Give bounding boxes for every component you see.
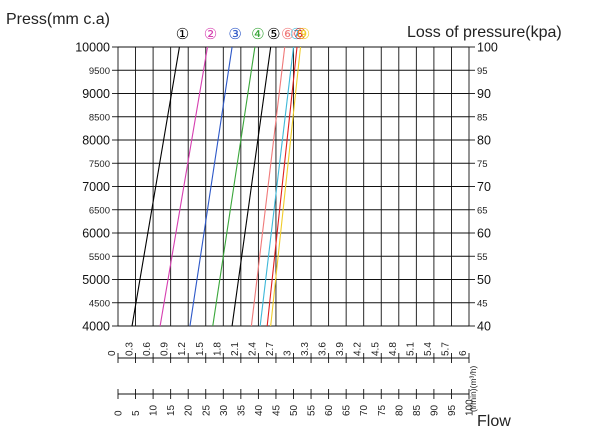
series-marker-label: ⑦ <box>290 25 303 43</box>
lower-flow-tick-label: 25 <box>201 404 212 416</box>
left-tick-label: 8000 <box>82 134 110 148</box>
lower-flow-tick-label: 50 <box>289 404 300 416</box>
lower-flow-tick-label: 40 <box>254 404 265 416</box>
upper-flow-tick-label: 0.6 <box>142 342 153 356</box>
lower-flow-tick-label: 45 <box>271 404 282 416</box>
upper-flow-tick-label: 1.2 <box>177 342 188 356</box>
left-tick-label: 8500 <box>89 112 110 123</box>
left-tick-label: 6500 <box>89 205 110 216</box>
series-marker-label: ④ <box>251 25 264 43</box>
upper-flow-tick-label: 4.8 <box>388 342 399 356</box>
upper-flow-tick-label: 1.5 <box>195 342 206 356</box>
left-tick-label: 6000 <box>82 227 110 241</box>
series-marker-label: ① <box>176 25 189 43</box>
series-line <box>231 46 272 327</box>
left-tick-label: 10000 <box>75 41 110 55</box>
right-tick-label: 45 <box>477 298 488 309</box>
right-tick-label: 85 <box>477 112 488 123</box>
upper-flow-tick-label: 3.6 <box>318 342 329 356</box>
series-line <box>259 46 295 327</box>
lower-flow-tick-label: 10 <box>149 404 160 416</box>
right-tick-label: 40 <box>477 320 491 334</box>
upper-flow-tick-label: 6 <box>458 350 469 356</box>
series-marker-label: ⑧ <box>293 25 306 43</box>
right-tick-label: 60 <box>477 227 491 241</box>
series-marker-label: ⑨ <box>297 25 310 43</box>
lower-flow-tick-label: 65 <box>342 404 353 416</box>
upper-flow-tick-label: 3.9 <box>335 342 346 356</box>
series-marker-label: ⑥ <box>281 25 294 43</box>
lower-flow-tick-label: 5 <box>131 410 142 416</box>
upper-flow-tick-label: 4.5 <box>370 342 381 356</box>
upper-flow-tick-label: 0.3 <box>125 342 136 356</box>
upper-flow-tick-label: 3.3 <box>300 342 311 356</box>
lower-flow-tick-label: 0 <box>114 410 125 416</box>
upper-flow-axis: 0 0.3 0.6 0.9 1.2 1.5 1.8 2.1 2.4 2.7 3 3.3 3.6 3.9 4.… <box>107 342 470 363</box>
upper-flow-tick-label: 4.2 <box>353 342 364 356</box>
x-axis-title: Flow <box>477 413 511 428</box>
series-marker-label: ③ <box>228 25 241 43</box>
lower-flow-tick-label: 15 <box>166 404 177 416</box>
right-tick-label: 65 <box>477 205 488 216</box>
lower-flow-axis: 0 5 10 15 20 25 30 35 40 45 50 55 60 65 70 75 80 85 90 95 10… <box>114 389 476 416</box>
plot-grid <box>117 46 470 327</box>
upper-flow-tick-label: 2.4 <box>247 342 258 356</box>
lower-flow-tick-label: 20 <box>184 404 195 416</box>
upper-flow-tick-label: 3 <box>283 350 294 356</box>
left-tick-label: 9000 <box>82 87 110 101</box>
right-tick-label: 50 <box>477 273 491 287</box>
left-axis-title: Press(mm c.a) <box>6 11 110 28</box>
right-axis: 40 45 50 55 60 65 70 75 80 85 90 95 100 <box>469 41 498 334</box>
series-line <box>212 46 256 327</box>
lower-flow-tick-label: 60 <box>324 404 335 416</box>
series-line <box>270 46 302 327</box>
right-tick-label: 75 <box>477 159 488 170</box>
left-tick-label: 7500 <box>89 159 110 170</box>
lower-flow-tick-label: 55 <box>307 404 318 416</box>
lower-flow-tick-label: 80 <box>394 404 405 416</box>
lower-flow-tick-label: 70 <box>359 404 370 416</box>
right-tick-label: 70 <box>477 180 491 194</box>
upper-flow-tick-label: 5.4 <box>423 342 434 356</box>
upper-flow-tick-label: 5.7 <box>440 342 451 356</box>
lower-flow-tick-label: 30 <box>219 404 230 416</box>
series-line <box>250 46 286 327</box>
left-tick-label: 9500 <box>89 66 110 77</box>
series-line <box>266 46 298 327</box>
right-axis-title: Loss of pressure(kpa) <box>407 24 562 41</box>
series-line <box>131 46 180 327</box>
upper-flow-tick-label: 0.9 <box>160 342 171 356</box>
right-tick-label: 55 <box>477 252 488 263</box>
series-line <box>189 46 233 327</box>
series-marker-label: ② <box>204 25 217 43</box>
upper-flow-tick-label: 1.8 <box>212 342 223 356</box>
left-axis: 4000 4500 5000 5500 6000 6500 7000 7500 8000 8500… <box>75 41 118 334</box>
left-tick-label: 5000 <box>82 273 110 287</box>
series-lines <box>131 46 302 327</box>
left-tick-label: 7000 <box>82 180 110 194</box>
lower-flow-tick-label: 85 <box>412 404 423 416</box>
lower-flow-tick-label: 100 <box>465 399 476 416</box>
upper-flow-tick-label: 2.1 <box>230 342 241 356</box>
right-tick-label: 100 <box>477 41 498 55</box>
lower-flow-tick-label: 95 <box>447 404 458 416</box>
series-line <box>159 46 209 327</box>
left-tick-label: 5500 <box>89 252 110 263</box>
left-tick-label: 4000 <box>82 320 110 334</box>
series-marker-label: ⑤ <box>267 25 280 43</box>
left-tick-label: 4500 <box>89 298 110 309</box>
lower-flow-tick-label: 75 <box>377 404 388 416</box>
flow-unit-label: (l/min)(m³/h) <box>468 366 478 412</box>
right-tick-label: 80 <box>477 134 491 148</box>
lower-flow-tick-label: 90 <box>429 404 440 416</box>
right-tick-label: 90 <box>477 87 491 101</box>
upper-flow-tick-label: 0 <box>107 350 118 356</box>
upper-flow-tick-label: 2.7 <box>265 342 276 356</box>
right-tick-label: 95 <box>477 66 488 77</box>
upper-flow-tick-label: 5.1 <box>405 342 416 356</box>
lower-flow-tick-label: 35 <box>236 404 247 416</box>
